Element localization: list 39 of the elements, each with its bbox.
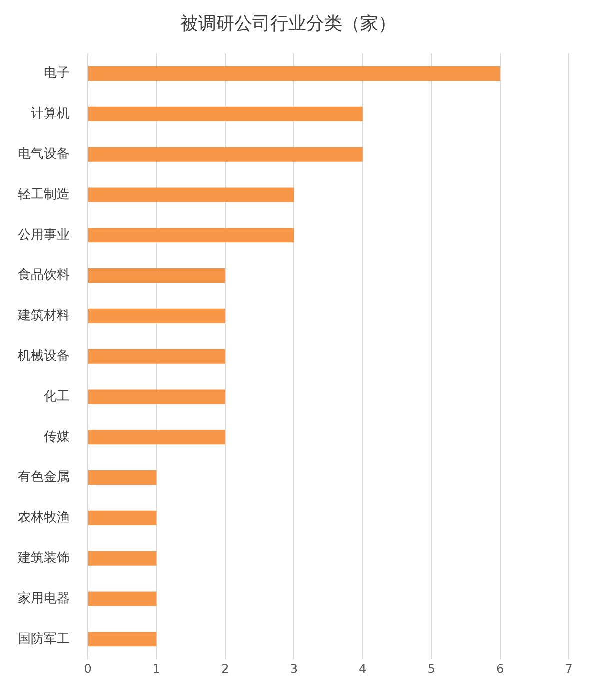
x-tick-label: 5 [428, 662, 436, 676]
y-tick-label: 建筑材料 [17, 308, 70, 324]
x-tick-label: 6 [496, 662, 504, 676]
y-tick-label: 家用电器 [18, 590, 70, 606]
y-tick-label: 国防军工 [18, 632, 70, 647]
bar [88, 188, 294, 202]
bar [88, 268, 226, 284]
bar [88, 66, 500, 82]
bar [88, 390, 226, 404]
bar [88, 592, 157, 606]
y-tick-label: 化工 [44, 389, 70, 404]
bar [88, 228, 294, 243]
bar [88, 551, 157, 566]
bar [88, 106, 363, 122]
bar [88, 349, 226, 364]
y-tick-label: 建筑装饰 [17, 550, 70, 566]
bar [88, 470, 157, 486]
x-tick-label: 4 [359, 662, 367, 676]
y-tick-label: 有色金属 [18, 470, 70, 486]
bar [88, 430, 226, 445]
x-tick-label: 1 [152, 662, 161, 676]
y-tick-label: 传媒 [44, 430, 70, 445]
y-tick-label: 计算机 [31, 106, 70, 122]
x-tick-label: 0 [84, 662, 92, 676]
y-tick-label: 机械设备 [18, 348, 70, 364]
y-tick-label: 农林牧渔 [18, 510, 70, 526]
y-tick-label: 轻工制造 [18, 187, 70, 202]
y-tick-label: 电气设备 [18, 146, 70, 162]
bar [88, 147, 363, 162]
y-tick-label: 公用事业 [18, 228, 70, 243]
y-tick-label: 食品饮料 [18, 268, 70, 284]
chart-title: 被调研公司行业分类（家） [180, 13, 396, 34]
y-tick-label: 电子 [44, 66, 70, 82]
bar [88, 632, 157, 647]
x-tick-label: 3 [290, 662, 298, 676]
bar [88, 510, 157, 526]
bar [88, 308, 226, 324]
x-tick-label: 7 [565, 662, 573, 676]
x-tick-label: 2 [222, 662, 230, 676]
